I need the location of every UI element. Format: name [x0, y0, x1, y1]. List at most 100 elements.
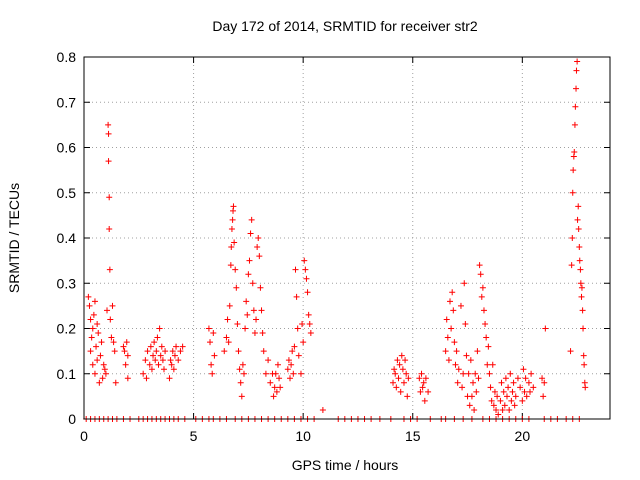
data-point — [572, 103, 579, 110]
data-point — [493, 406, 500, 413]
data-point — [227, 262, 234, 269]
data-point — [494, 393, 501, 400]
data-point — [162, 348, 169, 355]
data-point — [505, 384, 512, 391]
data-point — [148, 366, 155, 373]
data-point — [398, 352, 405, 359]
data-point — [461, 280, 468, 287]
data-point — [581, 361, 588, 368]
data-point — [574, 58, 581, 65]
chart-title: Day 172 of 2014, SRMTID for receiver str… — [212, 18, 478, 34]
data-points — [83, 58, 589, 422]
data-point — [291, 343, 298, 350]
data-point — [97, 352, 104, 359]
data-point — [211, 352, 218, 359]
x-tick-label: 15 — [405, 428, 421, 444]
data-point — [289, 348, 296, 355]
data-point — [482, 320, 489, 327]
x-tick-label: 20 — [515, 428, 531, 444]
data-point — [540, 393, 547, 400]
data-point — [480, 307, 487, 314]
data-point — [234, 320, 241, 327]
data-point — [147, 343, 154, 350]
y-tick-label: 0.2 — [57, 321, 77, 337]
data-point — [255, 235, 262, 241]
data-point — [403, 370, 410, 377]
data-point — [122, 361, 129, 368]
data-point — [489, 361, 496, 368]
data-point — [170, 366, 177, 373]
data-point — [98, 339, 105, 346]
data-point — [576, 257, 583, 264]
data-point — [319, 406, 326, 413]
tick-labels: 0 0.1 0.2 0.3 0.4 0.5 0.6 0.7 0.8 0 5 10 15 20 — [57, 49, 531, 444]
data-point — [253, 316, 260, 323]
data-point — [85, 293, 92, 300]
data-point — [111, 348, 118, 355]
data-point — [104, 307, 111, 314]
data-point — [146, 361, 153, 368]
data-point — [209, 370, 216, 377]
data-point — [443, 316, 450, 323]
data-point — [416, 375, 423, 382]
data-point — [223, 334, 230, 341]
data-point — [301, 257, 308, 264]
data-point — [229, 216, 236, 223]
data-point — [259, 330, 266, 337]
data-point — [569, 189, 576, 196]
data-point — [391, 366, 398, 373]
data-point — [421, 397, 428, 404]
data-point — [274, 361, 281, 368]
data-point — [470, 379, 477, 386]
data-point — [158, 343, 165, 350]
data-point — [471, 406, 478, 413]
data-point — [472, 370, 479, 377]
data-point — [233, 284, 240, 291]
data-point — [105, 158, 112, 165]
plot-frame — [83, 56, 611, 420]
data-point — [140, 370, 147, 377]
data-point — [579, 307, 586, 314]
y-tick-label: 0.7 — [57, 94, 77, 110]
data-point — [271, 384, 278, 391]
data-point — [105, 130, 112, 137]
data-point — [578, 284, 585, 291]
data-point — [479, 284, 486, 291]
data-point — [295, 352, 302, 359]
data-point — [395, 375, 402, 382]
data-point — [477, 271, 484, 278]
data-point — [402, 357, 409, 364]
data-point — [451, 339, 458, 346]
data-point — [228, 244, 235, 251]
data-point — [476, 262, 483, 269]
grid — [84, 57, 610, 419]
data-point — [462, 320, 469, 327]
data-point — [465, 370, 472, 377]
data-point — [523, 393, 530, 400]
data-point — [238, 393, 245, 400]
data-point — [272, 370, 279, 377]
data-point — [418, 370, 425, 377]
data-point — [288, 361, 295, 368]
data-point — [450, 307, 457, 314]
data-point — [239, 361, 246, 368]
data-point — [463, 352, 470, 359]
data-point — [171, 352, 178, 359]
data-point — [267, 379, 274, 386]
data-point — [495, 411, 502, 418]
data-point — [302, 266, 309, 273]
data-point — [300, 339, 307, 346]
data-point — [507, 370, 514, 377]
data-point — [417, 388, 424, 395]
data-point — [497, 397, 504, 404]
data-point — [570, 167, 577, 174]
y-tick-label: 0.5 — [57, 185, 77, 201]
data-point — [248, 216, 255, 223]
data-point — [483, 334, 490, 341]
data-point — [457, 302, 464, 309]
data-point — [508, 397, 515, 404]
data-point — [292, 266, 299, 273]
data-point — [512, 393, 519, 400]
data-point — [142, 357, 149, 364]
data-point — [525, 379, 532, 386]
